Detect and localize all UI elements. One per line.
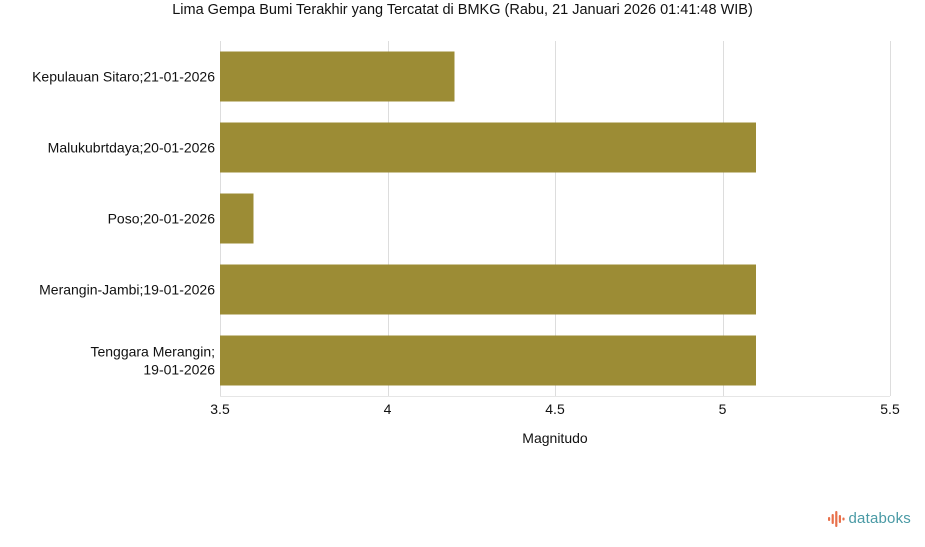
databoks-logo-icon <box>827 510 845 527</box>
x-tick-label: 4.5 <box>545 401 565 417</box>
x-tick-label: 4 <box>384 401 392 417</box>
bar <box>220 122 756 173</box>
chart-title: Lima Gempa Bumi Terakhir yang Tercatat d… <box>172 2 753 18</box>
category-label: Kepulauan Sitaro;21-01-2026 <box>32 69 215 85</box>
category-label: Malukubrtdaya;20-01-2026 <box>48 140 216 156</box>
brand-logo: databoks <box>827 510 911 527</box>
x-tick-label: 5.5 <box>880 401 900 417</box>
bar <box>220 193 254 244</box>
bar <box>220 264 756 315</box>
category-label: Poso;20-01-2026 <box>108 211 216 227</box>
brand-name: databoks <box>848 510 911 527</box>
x-tick-label: 5 <box>719 401 727 417</box>
category-label: Tenggara Merangin; <box>90 344 215 360</box>
bar <box>220 51 455 102</box>
category-label: 19-01-2026 <box>143 362 215 378</box>
category-label: Merangin-Jambi;19-01-2026 <box>39 282 215 298</box>
x-tick-label: 3.5 <box>210 401 230 417</box>
bar <box>220 335 756 386</box>
x-axis-title: Magnitudo <box>522 430 588 446</box>
